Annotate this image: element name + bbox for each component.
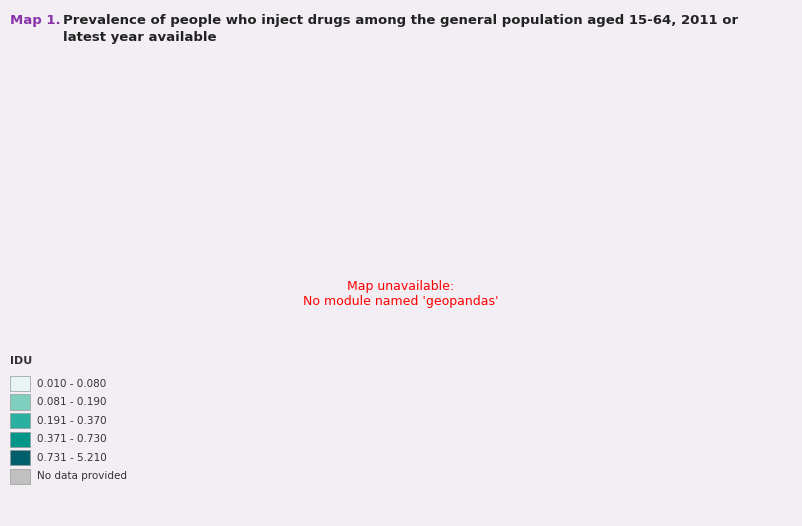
FancyBboxPatch shape [10,394,30,410]
FancyBboxPatch shape [10,450,30,466]
Text: 0.081 - 0.190: 0.081 - 0.190 [37,397,107,407]
Text: 0.191 - 0.370: 0.191 - 0.370 [37,416,107,426]
Text: Map unavailable:
No module named 'geopandas': Map unavailable: No module named 'geopan… [303,280,499,308]
Text: 0.010 - 0.080: 0.010 - 0.080 [37,379,106,389]
Text: 0.371 - 0.730: 0.371 - 0.730 [37,434,107,444]
Text: 0.731 - 5.210: 0.731 - 5.210 [37,453,107,463]
FancyBboxPatch shape [10,432,30,447]
FancyBboxPatch shape [10,413,30,428]
Text: Prevalence of people who inject drugs among the general population aged 15-64, 2: Prevalence of people who inject drugs am… [63,14,738,44]
Text: IDU: IDU [10,356,33,366]
FancyBboxPatch shape [10,376,30,391]
Text: Map 1.: Map 1. [10,14,61,27]
FancyBboxPatch shape [10,469,30,484]
Text: No data provided: No data provided [37,471,127,481]
